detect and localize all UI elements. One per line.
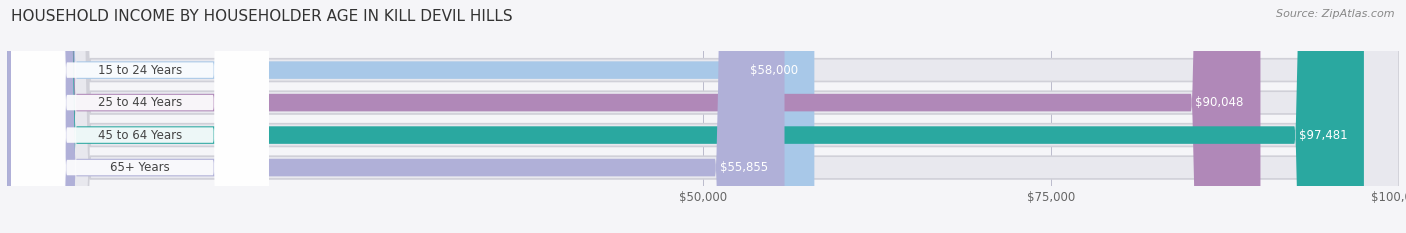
Text: 25 to 44 Years: 25 to 44 Years	[98, 96, 183, 109]
FancyBboxPatch shape	[7, 0, 1399, 233]
Text: 65+ Years: 65+ Years	[110, 161, 170, 174]
FancyBboxPatch shape	[7, 0, 1364, 233]
FancyBboxPatch shape	[7, 0, 814, 233]
FancyBboxPatch shape	[7, 0, 1399, 233]
Text: 45 to 64 Years: 45 to 64 Years	[98, 129, 183, 142]
Text: $97,481: $97,481	[1299, 129, 1347, 142]
Text: $90,048: $90,048	[1195, 96, 1244, 109]
FancyBboxPatch shape	[7, 0, 785, 233]
Text: HOUSEHOLD INCOME BY HOUSEHOLDER AGE IN KILL DEVIL HILLS: HOUSEHOLD INCOME BY HOUSEHOLDER AGE IN K…	[11, 9, 513, 24]
FancyBboxPatch shape	[7, 0, 1399, 233]
FancyBboxPatch shape	[11, 0, 269, 233]
FancyBboxPatch shape	[7, 0, 1399, 233]
FancyBboxPatch shape	[7, 0, 1260, 233]
Text: Source: ZipAtlas.com: Source: ZipAtlas.com	[1277, 9, 1395, 19]
FancyBboxPatch shape	[11, 0, 269, 233]
Text: 15 to 24 Years: 15 to 24 Years	[98, 64, 183, 77]
Text: $55,855: $55,855	[720, 161, 768, 174]
FancyBboxPatch shape	[11, 0, 269, 233]
Text: $58,000: $58,000	[749, 64, 797, 77]
FancyBboxPatch shape	[11, 0, 269, 233]
